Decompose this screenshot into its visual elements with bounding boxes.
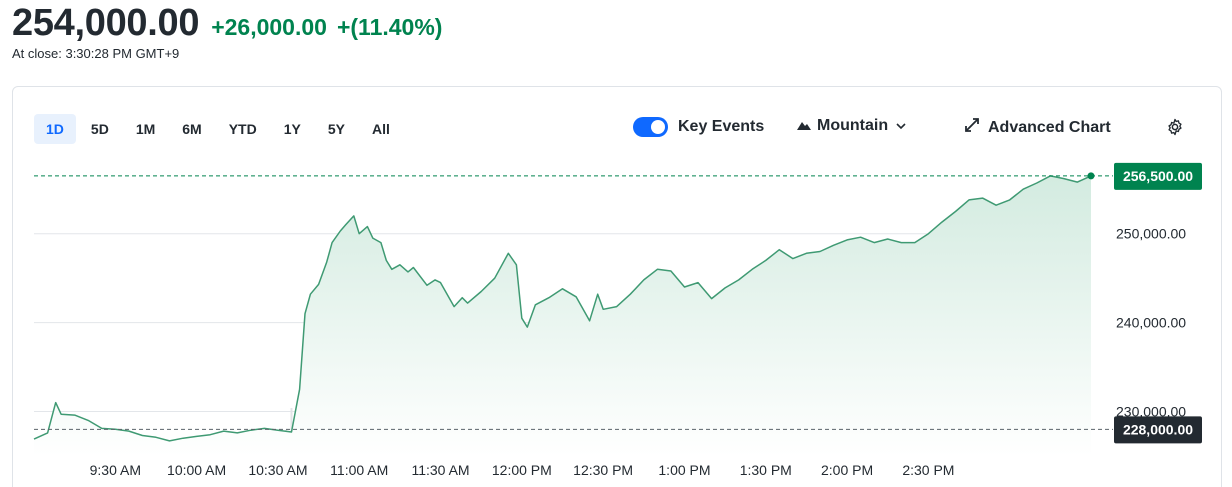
advanced-chart-label: Advanced Chart — [988, 118, 1111, 136]
toggle-switch[interactable] — [633, 117, 668, 137]
price-line — [33, 175, 1092, 442]
chart-type-label: Mountain — [817, 117, 889, 134]
range-tab-5d[interactable]: 5D — [90, 121, 109, 137]
y-tick-label: 230,000.00 — [1116, 404, 1186, 420]
price-change: +26,000.00 — [211, 14, 327, 40]
x-tick-label: 12:00 PM — [492, 462, 552, 478]
settings-button[interactable] — [1166, 118, 1184, 141]
x-tick-label: 10:00 AM — [167, 462, 226, 478]
market-close-note: At close: 3:30:28 PM GMT+9 — [12, 46, 180, 61]
x-tick-label: 11:00 AM — [330, 462, 388, 478]
x-tick-label: 2:00 PM — [821, 462, 873, 478]
quote-header: 254,000.00 +26,000.00 +(11.40%) — [12, 2, 442, 46]
chart-type-dropdown[interactable]: Mountain — [797, 117, 906, 135]
x-tick-label: 9:30 AM — [90, 462, 141, 478]
range-tab-5y[interactable]: 5Y — [327, 121, 345, 137]
last-price-dot — [1087, 172, 1095, 180]
expand-arrows-icon — [964, 117, 980, 138]
x-tick-label: 1:30 PM — [740, 462, 792, 478]
chart-card: 1D 5D 1M 6M YTD 1Y 5Y All Key Events Mountain — [12, 86, 1222, 487]
x-tick-label: 11:30 AM — [411, 462, 469, 478]
last-price-label: 256,500.00 — [1123, 168, 1193, 184]
chevron-down-icon — [896, 117, 906, 135]
advanced-chart-button[interactable]: Advanced Chart — [964, 117, 1111, 138]
x-tick-label: 1:00 PM — [658, 462, 710, 478]
range-tab-6m[interactable]: 6M — [182, 121, 202, 137]
x-tick-label: 12:30 PM — [573, 462, 633, 478]
price-chart[interactable]: 256,500.00 228,000.00 230,000.00 240,000.0… — [13, 87, 1223, 487]
chart-toolbar: 1D 5D 1M 6M YTD 1Y 5Y All Key Events Mountain — [13, 87, 1221, 167]
key-events-label: Key Events — [678, 118, 765, 135]
gear-icon — [1166, 118, 1184, 140]
price-change-percent: +(11.40%) — [336, 14, 443, 40]
prev-close-label: 228,000.00 — [1123, 421, 1193, 437]
range-tab-1y[interactable]: 1Y — [283, 121, 301, 137]
y-tick-label: 250,000.00 — [1116, 226, 1186, 242]
y-tick-label: 240,000.00 — [1116, 315, 1186, 331]
range-tab-1d[interactable]: 1D — [34, 114, 76, 144]
prev-close-badge — [1114, 416, 1202, 444]
mountain-icon — [797, 117, 811, 135]
range-tab-all[interactable]: All — [371, 121, 390, 137]
last-price-badge — [1114, 162, 1202, 190]
key-events-toggle[interactable]: Key Events — [633, 117, 764, 137]
toggle-knob — [651, 120, 665, 134]
current-price: 254,000.00 — [12, 2, 200, 44]
price-area — [34, 175, 1091, 456]
x-tick-label: 10:30 AM — [248, 462, 307, 478]
range-tab-1m[interactable]: 1M — [135, 121, 156, 137]
range-tabs: 1D 5D 1M 6M YTD 1Y 5Y All — [34, 114, 405, 144]
x-tick-label: 2:30 PM — [902, 462, 954, 478]
range-tab-ytd[interactable]: YTD — [228, 121, 257, 137]
